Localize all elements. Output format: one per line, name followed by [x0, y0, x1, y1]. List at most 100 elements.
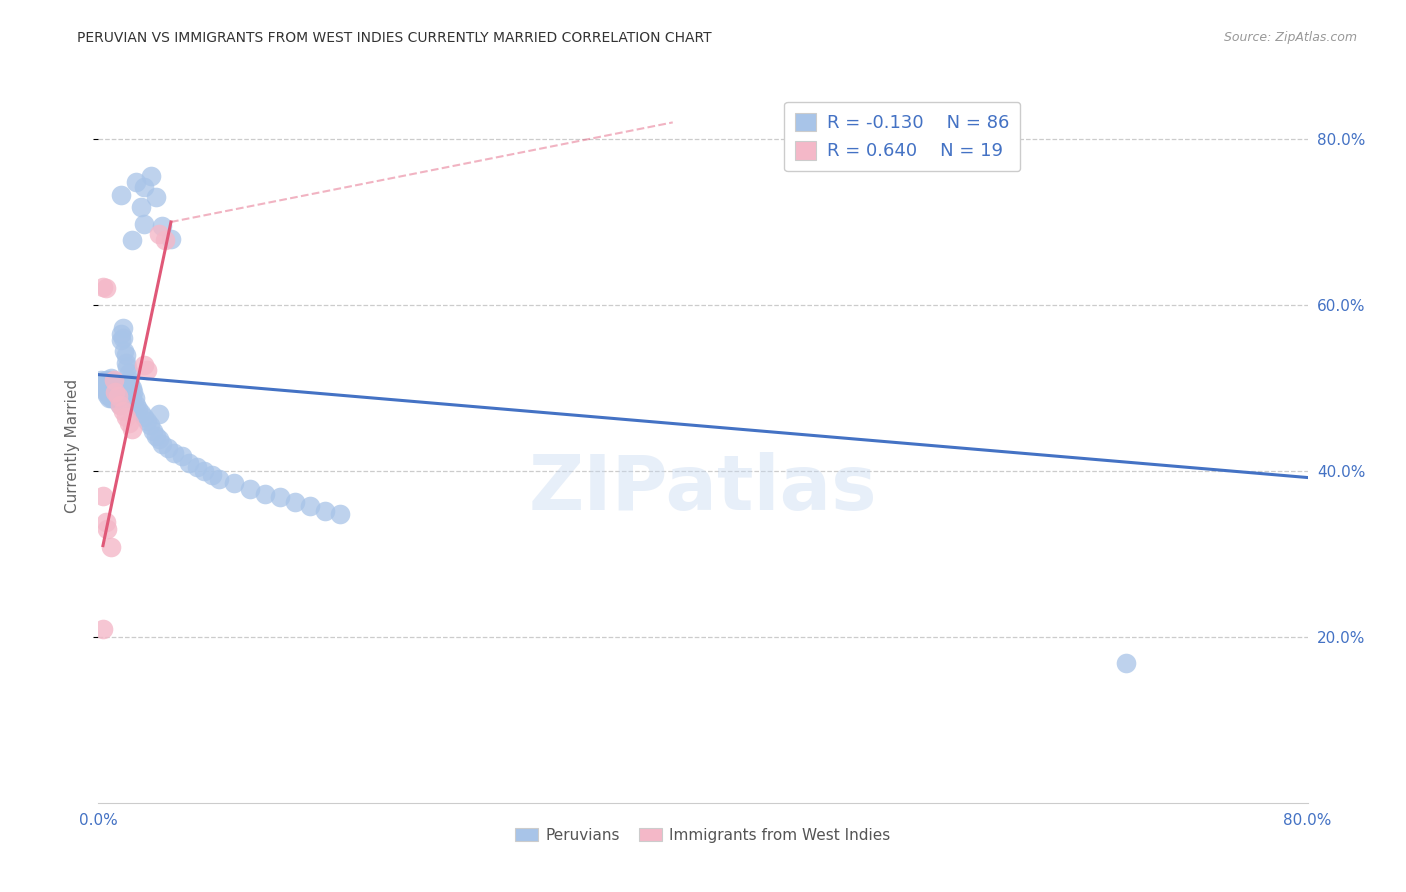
Point — [129, 200, 152, 214]
Point — [100, 391, 122, 405]
Point — [170, 449, 193, 463]
Point — [104, 389, 127, 403]
Point — [179, 456, 201, 470]
Point — [121, 391, 143, 405]
Point — [145, 429, 167, 443]
Point — [139, 418, 162, 433]
Point — [100, 381, 122, 395]
Point — [142, 424, 165, 438]
Point — [111, 321, 134, 335]
Point — [122, 385, 145, 400]
Point — [105, 376, 128, 391]
Point — [94, 373, 117, 387]
Point — [186, 459, 208, 474]
Point — [91, 489, 114, 503]
Point — [100, 371, 122, 385]
Point — [103, 373, 125, 387]
Point — [132, 217, 155, 231]
Point — [118, 366, 141, 380]
Point — [132, 409, 155, 424]
Point — [110, 326, 132, 341]
Point — [118, 416, 141, 430]
Point — [104, 379, 127, 393]
Point — [96, 387, 118, 401]
Point — [114, 348, 136, 362]
Point — [110, 188, 132, 202]
Point — [127, 401, 149, 416]
Point — [150, 437, 173, 451]
Point — [114, 409, 136, 424]
Point — [125, 175, 148, 189]
Point — [108, 397, 131, 411]
Point — [121, 233, 143, 247]
Point — [253, 487, 276, 501]
Point — [98, 376, 121, 391]
Point — [101, 385, 124, 400]
Point — [93, 381, 115, 395]
Point — [94, 379, 117, 393]
Point — [100, 385, 122, 400]
Point — [103, 374, 125, 388]
Point — [160, 231, 183, 245]
Point — [112, 343, 135, 358]
Point — [163, 445, 186, 459]
Point — [124, 391, 146, 405]
Point — [135, 362, 157, 376]
Point — [208, 472, 231, 486]
Point — [111, 331, 134, 345]
Point — [329, 507, 352, 521]
Text: ZIPatlas: ZIPatlas — [529, 452, 877, 525]
Point — [115, 360, 138, 375]
Point — [96, 383, 118, 397]
Point — [111, 404, 134, 418]
Point — [148, 433, 170, 447]
Point — [145, 190, 167, 204]
Point — [153, 233, 176, 247]
Point — [193, 464, 215, 478]
Point — [107, 391, 129, 405]
Point — [110, 333, 132, 347]
Point — [94, 385, 117, 400]
Point — [150, 219, 173, 233]
Point — [91, 279, 114, 293]
Point — [148, 408, 170, 422]
Point — [91, 376, 114, 391]
Legend: Peruvians, Immigrants from West Indies: Peruvians, Immigrants from West Indies — [509, 822, 897, 848]
Point — [299, 499, 322, 513]
Point — [269, 491, 291, 505]
Point — [103, 383, 125, 397]
Point — [121, 422, 143, 436]
Point — [105, 385, 128, 400]
Point — [121, 381, 143, 395]
Point — [224, 476, 246, 491]
Point — [101, 379, 124, 393]
Text: PERUVIAN VS IMMIGRANTS FROM WEST INDIES CURRENTLY MARRIED CORRELATION CHART: PERUVIAN VS IMMIGRANTS FROM WEST INDIES … — [77, 31, 711, 45]
Point — [101, 391, 124, 405]
Point — [96, 522, 118, 536]
Point — [1115, 657, 1137, 671]
Point — [120, 376, 142, 391]
Point — [104, 385, 127, 400]
Point — [96, 374, 118, 388]
Y-axis label: Currently Married: Currently Married — [65, 379, 80, 513]
Point — [284, 495, 307, 509]
Point — [94, 516, 117, 530]
Point — [135, 414, 157, 428]
Text: Source: ZipAtlas.com: Source: ZipAtlas.com — [1223, 31, 1357, 45]
Point — [201, 468, 224, 483]
Point — [98, 385, 121, 400]
Point — [108, 397, 131, 411]
Point — [107, 381, 129, 395]
Point — [98, 373, 121, 387]
Point — [107, 389, 129, 403]
Point — [156, 441, 179, 455]
Point — [314, 504, 336, 518]
Point — [98, 391, 121, 405]
Point — [108, 383, 131, 397]
Point — [103, 389, 125, 403]
Point — [132, 358, 155, 372]
Point — [141, 169, 163, 184]
Point — [132, 180, 155, 194]
Point — [114, 356, 136, 370]
Point — [129, 406, 152, 420]
